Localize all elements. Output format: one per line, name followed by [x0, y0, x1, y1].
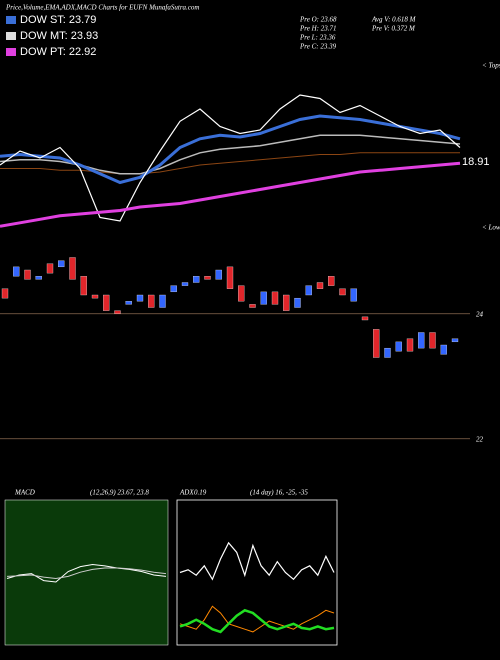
- series-line: [179, 608, 335, 634]
- candle: [395, 341, 402, 352]
- series-line: [6, 563, 167, 583]
- candle: [440, 344, 447, 355]
- candle: [384, 347, 391, 358]
- candle: [204, 276, 211, 280]
- candle: [238, 285, 245, 302]
- candle: [429, 332, 436, 349]
- candle: [58, 260, 65, 268]
- legend-label: DOW MT: 23.93: [20, 30, 98, 42]
- candle: [249, 304, 256, 308]
- candle: [316, 282, 324, 289]
- candle: [170, 285, 177, 293]
- candle: [260, 291, 267, 305]
- info: Pre V: 0.372 M: [371, 25, 416, 33]
- candle: [114, 310, 121, 314]
- adx-subtitle: (14 day) 16, -25, -35: [250, 489, 308, 497]
- candle: [24, 269, 31, 280]
- candle: [148, 294, 155, 308]
- info: Pre C: 23.39: [299, 43, 337, 51]
- legend-swatch: [6, 16, 16, 24]
- legend-swatch: [6, 32, 16, 40]
- candle: [46, 263, 54, 274]
- tops-label: < Tops: [482, 62, 500, 70]
- series-line: [0, 114, 461, 185]
- info: Pre O: 23.68: [299, 16, 337, 24]
- candle: [283, 294, 290, 311]
- info: Pre L: 23.36: [299, 34, 336, 42]
- page-title: Price,Volume,EMA,ADX,MACD Charts for EUF…: [5, 4, 199, 12]
- adx-title: ADX: [179, 489, 194, 497]
- series-line: [0, 94, 461, 222]
- candle: [406, 338, 414, 352]
- candle: [1, 288, 9, 299]
- candle: [373, 329, 380, 358]
- last-label: 18.91: [462, 156, 490, 168]
- macd-title: MACD: [14, 489, 35, 497]
- series-line: [179, 541, 335, 581]
- series-line: [179, 605, 335, 633]
- candle: [328, 276, 335, 286]
- candle: [80, 276, 87, 296]
- candle: [159, 294, 166, 308]
- legend-swatch: [6, 48, 16, 56]
- y-tick-label: 22: [476, 435, 484, 443]
- legend-label: DOW ST: 23.79: [20, 14, 96, 26]
- candle: [35, 276, 42, 280]
- candle: [103, 294, 110, 311]
- y-tick-label: 24: [476, 310, 484, 318]
- info: Pre H: 23.71: [299, 25, 336, 33]
- candle: [305, 285, 312, 296]
- candle: [181, 282, 189, 286]
- macd-panel: [4, 499, 169, 646]
- candle: [136, 294, 144, 302]
- candle: [69, 257, 76, 280]
- series-line: [0, 161, 461, 228]
- candle: [91, 294, 99, 299]
- candle: [226, 266, 234, 289]
- lows-label: < Lows: [482, 224, 500, 232]
- candle: [271, 291, 279, 305]
- legend-label: DOW PT: 22.92: [20, 46, 96, 58]
- candle: [350, 288, 357, 302]
- candle: [339, 288, 346, 296]
- series-line: [0, 152, 460, 175]
- info: Avg V: 0.618 M: [371, 16, 417, 24]
- candle: [215, 269, 222, 280]
- candle: [361, 316, 369, 321]
- macd-subtitle: (12,26,9) 23.67, 23.8: [90, 489, 149, 497]
- candle: [193, 276, 200, 283]
- adx-annotation: 0.19: [194, 489, 207, 497]
- candle: [125, 301, 132, 305]
- candle: [451, 338, 459, 343]
- series-line: [6, 567, 167, 580]
- candle: [294, 297, 301, 308]
- candle: [13, 266, 20, 277]
- candle: [418, 332, 425, 349]
